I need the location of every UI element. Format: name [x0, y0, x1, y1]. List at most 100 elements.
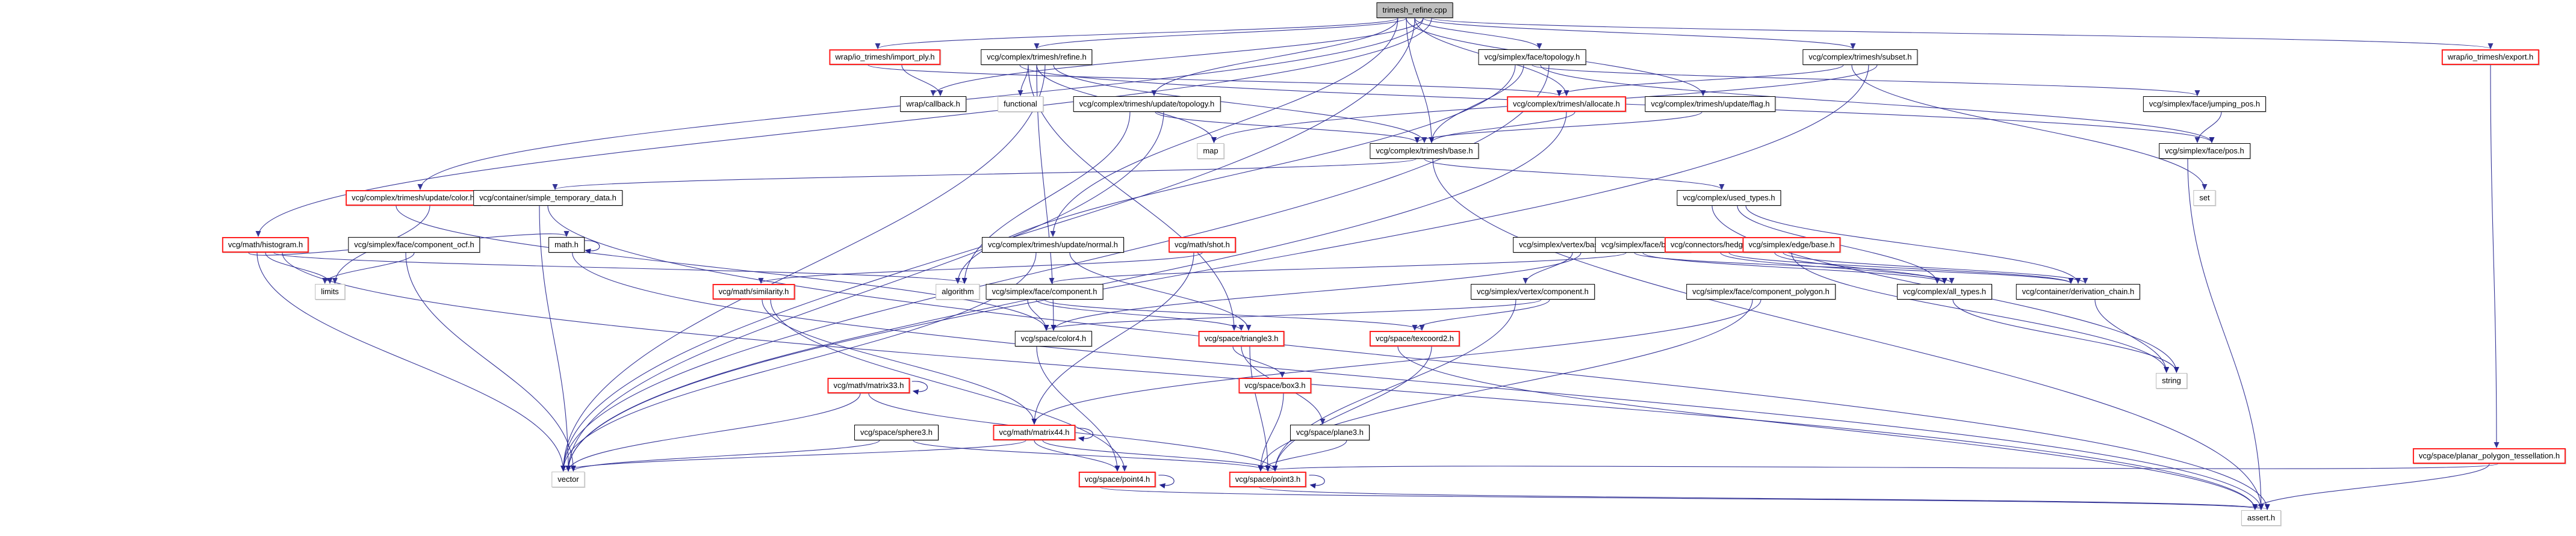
include-edge-face_topology-tri_base — [1429, 64, 1524, 143]
include-edge-color4-point4 — [1036, 346, 1120, 472]
include-edge-all_types-string — [1952, 299, 2179, 373]
graph-node-tri_base[interactable]: vcg/complex/trimesh/base.h — [1370, 143, 1479, 159]
graph-node-all_types[interactable]: vcg/complex/all_types.h — [1896, 284, 1993, 300]
graph-node-similarity[interactable]: vcg/math/similarity.h — [712, 284, 795, 300]
graph-node-shot[interactable]: vcg/math/shot.h — [1169, 237, 1236, 253]
include-edge-face_comp-texcoord2 — [1044, 299, 1425, 331]
include-edge-face_comp-triangle3 — [1035, 299, 1244, 331]
include-edge-upd_topology-vector — [565, 111, 1164, 472]
include-edge-vertex_base-vertex_comp — [1522, 252, 1573, 284]
graph-node-triangle3[interactable]: vcg/space/triangle3.h — [1198, 331, 1285, 347]
include-edge-shot-similarity — [758, 252, 1203, 284]
include-edge-histogram-vector — [256, 252, 566, 472]
include-edge-hedge-all_types — [1720, 252, 1955, 284]
include-edge-root-histogram — [255, 17, 1432, 237]
graph-node-face_pos[interactable]: vcg/simplex/face/pos.h — [2159, 143, 2250, 159]
graph-node-upd_normal[interactable]: vcg/complex/trimesh/update/normal.h — [981, 237, 1125, 253]
graph-node-face_comp[interactable]: vcg/simplex/face/component.h — [985, 284, 1103, 300]
include-edge-root-upd_topology — [1151, 17, 1398, 96]
self-include-edge-point3 — [1309, 475, 1325, 489]
include-edge-import_ply-callback — [901, 64, 943, 96]
graph-node-string[interactable]: string — [2156, 373, 2187, 389]
graph-node-jumping_pos[interactable]: vcg/simplex/face/jumping_pos.h — [2143, 96, 2267, 112]
include-edge-upd_topology-algorithm — [961, 111, 1131, 284]
include-edge-matrix44-point4 — [1034, 440, 1120, 472]
include-edge-root-import_ply — [875, 17, 1398, 49]
graph-node-map[interactable]: map — [1197, 143, 1224, 159]
include-edge-comp_ocf-limits — [322, 252, 415, 284]
include-edge-similarity-point4 — [770, 299, 1128, 472]
graph-node-point3[interactable]: vcg/space/point3.h — [1229, 472, 1307, 487]
include-edge-shot-matrix44 — [1031, 252, 1194, 425]
graph-node-sphere3[interactable]: vcg/space/sphere3.h — [854, 425, 939, 440]
include-edge-allocate-tri_base — [1429, 111, 1575, 143]
include-edge-vertex_comp-color4 — [1043, 299, 1542, 331]
graph-node-callback[interactable]: wrap/callback.h — [900, 96, 966, 112]
include-edge-subset-vector — [565, 64, 1869, 472]
graph-node-point4[interactable]: vcg/space/point4.h — [1078, 472, 1156, 487]
graph-node-edge_base[interactable]: vcg/simplex/edge/base.h — [1742, 237, 1841, 253]
include-edge-sphere3-point3 — [913, 440, 1271, 472]
graph-node-upd_flag[interactable]: vcg/complex/trimesh/update/flag.h — [1645, 96, 1776, 112]
graph-node-texcoord2[interactable]: vcg/space/texcoord2.h — [1369, 331, 1460, 347]
graph-node-face_topology[interactable]: vcg/simplex/face/topology.h — [1478, 49, 1586, 65]
graph-node-subset[interactable]: vcg/complex/trimesh/subset.h — [1802, 49, 1918, 65]
include-edge-texcoord2-point3 — [1272, 346, 1432, 472]
graph-node-box3[interactable]: vcg/space/box3.h — [1238, 378, 1312, 393]
graph-node-comp_ocf[interactable]: vcg/simplex/face/component_ocf.h — [348, 237, 480, 253]
include-edge-edge_base-all_types — [1774, 252, 1948, 284]
include-edge-point4-assert — [1100, 487, 2264, 510]
include-edge-edge_base-string — [1791, 252, 2170, 373]
self-include-edge-math_h — [584, 240, 600, 254]
graph-node-histogram[interactable]: vcg/math/histogram.h — [222, 237, 309, 253]
graph-node-algorithm[interactable]: algorithm — [936, 284, 980, 300]
include-edge-root-tri_base — [1406, 17, 1435, 143]
include-edge-vertex_comp-point3 — [1272, 299, 1516, 472]
graph-node-planar_tess[interactable]: vcg/space/planar_polygon_tessellation.h — [2412, 448, 2566, 464]
include-edge-matrix33-vector — [565, 393, 861, 472]
graph-node-upd_color[interactable]: vcg/complex/trimesh/update/color.h — [346, 190, 480, 206]
graph-node-limits[interactable]: limits — [315, 284, 345, 300]
graph-node-color4[interactable]: vcg/space/color4.h — [1014, 331, 1093, 347]
graph-node-vertex_comp[interactable]: vcg/simplex/vertex/component.h — [1471, 284, 1595, 300]
graph-node-math_h[interactable]: math.h — [548, 237, 585, 253]
include-edge-triangle3-box3 — [1232, 346, 1285, 378]
include-edge-root-refine_h — [1034, 17, 1407, 49]
graph-node-used_types[interactable]: vcg/complex/used_types.h — [1677, 190, 1781, 206]
include-edge-import_ply-allocate — [867, 64, 1562, 96]
include-edge-comp_polygon-matrix44 — [1031, 299, 1761, 425]
include-edge-simple_temp-assert — [547, 205, 2270, 510]
include-edge-matrix44-vector — [560, 440, 1026, 472]
include-edge-vertex_base-color4 — [1051, 252, 1581, 331]
graph-node-comp_polygon[interactable]: vcg/simplex/face/component_polygon.h — [1686, 284, 1836, 300]
include-edge-upd_topology-tri_base — [1155, 111, 1420, 143]
graph-node-upd_topology[interactable]: vcg/complex/trimesh/update/topology.h — [1073, 96, 1221, 112]
graph-node-allocate[interactable]: vcg/complex/trimesh/allocate.h — [1507, 96, 1626, 112]
graph-node-plane3[interactable]: vcg/space/plane3.h — [1290, 425, 1370, 440]
include-edge-root-upd_normal — [1050, 17, 1398, 237]
include-edge-histogram-algorithm — [273, 252, 967, 284]
include-edge-derivation-string — [2094, 299, 2170, 373]
include-edge-face_topology-vector — [560, 64, 1550, 472]
graph-node-matrix44[interactable]: vcg/math/matrix44.h — [993, 425, 1076, 440]
include-edge-tri_base-simple_temp — [553, 158, 1417, 190]
graph-node-derivation[interactable]: vcg/container/derivation_chain.h — [2016, 284, 2141, 300]
graph-node-simple_temp[interactable]: vcg/container/simple_temporary_data.h — [473, 190, 622, 206]
graph-node-matrix33[interactable]: vcg/math/matrix33.h — [827, 378, 910, 393]
include-edge-similarity-matrix44 — [762, 299, 1037, 425]
include-edge-sphere3-vector — [571, 440, 880, 472]
include-edge-subset-allocate — [1556, 64, 1844, 96]
include-edge-texcoord2-assert — [1397, 346, 2258, 510]
graph-node-vector[interactable]: vector — [551, 472, 585, 487]
include-edge-root-subset — [1423, 17, 1856, 49]
graph-node-export_h[interactable]: wrap/io_trimesh/export.h — [2441, 49, 2540, 65]
include-edge-refine_h-functional — [1017, 64, 1029, 96]
graph-node-refine_h[interactable]: vcg/complex/trimesh/refine.h — [981, 49, 1093, 65]
graph-node-functional[interactable]: functional — [998, 96, 1043, 112]
include-edge-matrix44-point3 — [1042, 440, 1278, 472]
include-edge-math_h-assert — [572, 252, 2264, 510]
graph-node-import_ply[interactable]: wrap/io_trimesh/import_ply.h — [829, 49, 941, 65]
graph-node-set[interactable]: set — [2193, 190, 2216, 206]
graph-node-assert[interactable]: assert.h — [2241, 510, 2282, 526]
graph-node-root[interactable]: trimesh_refine.cpp — [1376, 2, 1453, 18]
